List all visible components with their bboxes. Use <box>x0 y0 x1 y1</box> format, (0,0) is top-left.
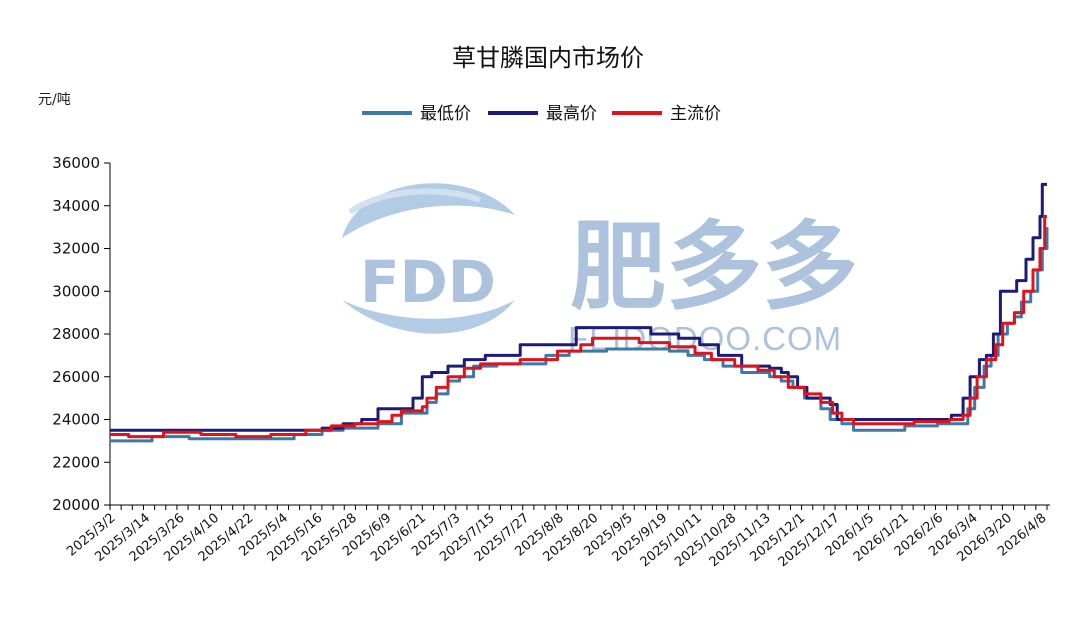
chart-title: 草甘膦国内市场价 <box>452 44 644 72</box>
watermark: FDD 肥多多 FEIDODOO.COM <box>342 183 858 357</box>
legend: 最低价 最高价 主流价 <box>362 104 721 124</box>
legend-label-low: 最低价 <box>420 104 471 124</box>
watermark-logo-icon <box>342 183 515 334</box>
x-minor-ticks <box>109 505 1048 510</box>
legend-label-high: 最高价 <box>546 104 597 124</box>
watermark-logo-text: FDD <box>360 248 496 316</box>
y-ticks: 20000 22000 24000 26000 28000 30000 32000 34000… <box>52 154 110 514</box>
y-tick-label: 30000 <box>52 282 100 300</box>
y-tick-label: 20000 <box>52 496 100 514</box>
watermark-cn-text: 肥多多 <box>570 211 858 323</box>
y-tick-label: 26000 <box>52 368 100 386</box>
series-line-main <box>110 214 1047 439</box>
series-group <box>110 182 1049 443</box>
y-tick-label: 24000 <box>52 411 100 429</box>
legend-item-main: 主流价 <box>612 104 721 124</box>
legend-label-main: 主流价 <box>670 104 721 124</box>
y-tick-label: 22000 <box>52 453 100 471</box>
y-axis-unit: 元/吨 <box>38 92 71 108</box>
series-line-high <box>110 182 1047 432</box>
y-tick-label: 36000 <box>52 154 100 172</box>
legend-item-high: 最高价 <box>488 104 597 124</box>
legend-item-low: 最低价 <box>362 104 471 124</box>
y-tick-label: 32000 <box>52 240 100 258</box>
y-tick-label: 28000 <box>52 325 100 343</box>
y-tick-label: 34000 <box>52 197 100 215</box>
x-ticks: 2025/3/22025/3/142025/3/262025/4/102025/… <box>64 511 1049 571</box>
